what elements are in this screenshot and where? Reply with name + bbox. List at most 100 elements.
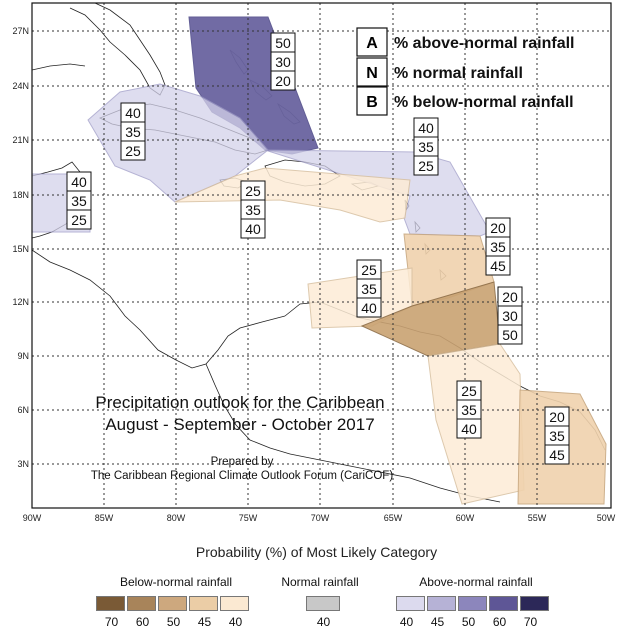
legend-swatch (96, 596, 125, 611)
prob-above: 25 (361, 262, 377, 278)
gulf-coast (31, 63, 86, 71)
prob-normal: 35 (490, 239, 506, 255)
lon-label: 50W (597, 513, 616, 523)
category-key: A % above-normal rainfall N % normal rai… (356, 27, 575, 116)
prob-normal: 35 (125, 124, 141, 140)
prob-box-cuba: 40 35 25 (120, 102, 146, 161)
prob-normal: 30 (502, 308, 518, 324)
prepared-by-org: The Caribbean Regional Climate Outlook F… (90, 470, 394, 482)
legend-swatch (458, 596, 487, 611)
prob-box-central-america-north: 40 35 25 (66, 171, 92, 230)
map-grid (32, 3, 611, 508)
legend-below-title: Below-normal rainfall (119, 575, 233, 589)
prob-normal: 35 (361, 281, 377, 297)
legend-tick: 45 (197, 615, 212, 629)
legend-above-labels: 40 45 50 60 70 (391, 615, 546, 629)
map-title: Precipitation outlook for the Caribbean (95, 393, 385, 412)
lon-label: 80W (167, 513, 186, 523)
prob-below: 50 (502, 327, 518, 343)
lon-label: 70W (311, 513, 330, 523)
legend-swatch (220, 596, 249, 611)
prob-above: 20 (549, 409, 565, 425)
legend-swatch (520, 596, 549, 611)
legend-tick: 40 (316, 615, 331, 629)
lat-label: 18N (12, 190, 29, 200)
legend-tick: 50 (461, 615, 476, 629)
prob-above: 40 (418, 120, 434, 136)
prob-below: 20 (275, 73, 291, 89)
prob-above: 50 (275, 35, 291, 51)
prob-box-guyana: 25 35 40 (456, 380, 482, 439)
lat-label: 3N (17, 459, 29, 469)
prob-box-trinidad-venezuela: 20 30 50 (497, 286, 523, 345)
prob-normal: 35 (418, 139, 434, 155)
lon-label: 60W (456, 513, 475, 523)
prob-box-greater-antilles-east: 25 35 40 (240, 180, 266, 239)
central-america-coast (31, 249, 286, 369)
map-subtitle: August - September - October 2017 (105, 415, 375, 434)
latitude-labels: 27N 24N 21N 18N 15N 12N 9N 6N 3N (12, 26, 29, 469)
longitude-labels: 90W 85W 80W 75W 70W 65W 60W 55W 50W (23, 513, 616, 523)
prob-below: 25 (71, 212, 87, 228)
prob-below: 40 (461, 421, 477, 437)
prob-above: 20 (490, 220, 506, 236)
lat-label: 15N (12, 244, 29, 254)
prob-below: 25 (418, 158, 434, 174)
key-letter-b: B (366, 94, 378, 111)
key-text-normal: % normal rainfall (394, 65, 523, 82)
prob-below: 40 (361, 300, 377, 316)
legend-normal-labels: 40 (308, 615, 339, 629)
prob-box-abc-islands: 25 35 40 (356, 259, 382, 318)
key-text-below: % below-normal rainfall (394, 94, 574, 111)
lon-label: 55W (528, 513, 547, 523)
prob-above: 40 (125, 105, 141, 121)
region-trinidad-venezuela (360, 281, 501, 357)
legend-swatch (427, 596, 456, 611)
south-america-west (205, 363, 291, 455)
legend-tick: 40 (228, 615, 243, 629)
legend-tick: 70 (104, 615, 119, 629)
prob-normal: 30 (275, 54, 291, 70)
legend-normal-swatches (306, 596, 342, 611)
lon-label: 65W (384, 513, 403, 523)
prob-above: 20 (502, 289, 518, 305)
legend-tick: 60 (492, 615, 507, 629)
legend-swatch (489, 596, 518, 611)
lon-label: 75W (239, 513, 258, 523)
probability-boxes: 50 30 20 40 35 25 40 35 25 40 35 25 (66, 32, 570, 465)
legend-below-swatches (96, 596, 251, 611)
prob-normal: 35 (549, 428, 565, 444)
lat-label: 24N (12, 81, 29, 91)
legend-tick: 70 (523, 615, 538, 629)
legend-swatch (306, 596, 340, 611)
legend-heading: Probability (%) of Most Likely Category (195, 544, 438, 560)
prob-box-suriname-french-guiana: 20 35 45 (544, 406, 570, 465)
prob-box-lesser-antilles-north: 40 35 25 (413, 117, 439, 176)
legend-tick: 45 (430, 615, 445, 629)
legend-above-swatches (396, 596, 551, 611)
precipitation-map: 27N 24N 21N 18N 15N 12N 9N 6N 3N 90W 85W… (12, 2, 616, 523)
lat-label: 21N (12, 135, 29, 145)
legend-swatch (189, 596, 218, 611)
prob-normal: 35 (245, 202, 261, 218)
legend-tick: 50 (166, 615, 181, 629)
prepared-by: Prepared by (210, 456, 274, 468)
legend-above-title: Above-normal rainfall (419, 575, 533, 589)
legend-normal-title: Normal rainfall (281, 575, 359, 589)
lat-label: 6N (17, 405, 29, 415)
prob-below: 45 (549, 447, 565, 463)
lat-label: 27N (12, 26, 29, 36)
legend-swatch (396, 596, 425, 611)
prob-below: 40 (245, 221, 261, 237)
map-frame (31, 2, 612, 509)
key-letter-n: N (366, 65, 378, 82)
legend-tick: 60 (135, 615, 150, 629)
prob-above: 25 (245, 183, 261, 199)
key-text-above: % above-normal rainfall (394, 35, 575, 52)
legend-below-labels: 70 60 50 45 40 (96, 615, 251, 629)
key-letter-a: A (366, 35, 378, 52)
prob-below: 45 (490, 258, 506, 274)
prob-box-bahamas: 50 30 20 (270, 32, 296, 91)
prob-box-windward-islands: 20 35 45 (485, 217, 511, 276)
lon-label: 90W (23, 513, 42, 523)
